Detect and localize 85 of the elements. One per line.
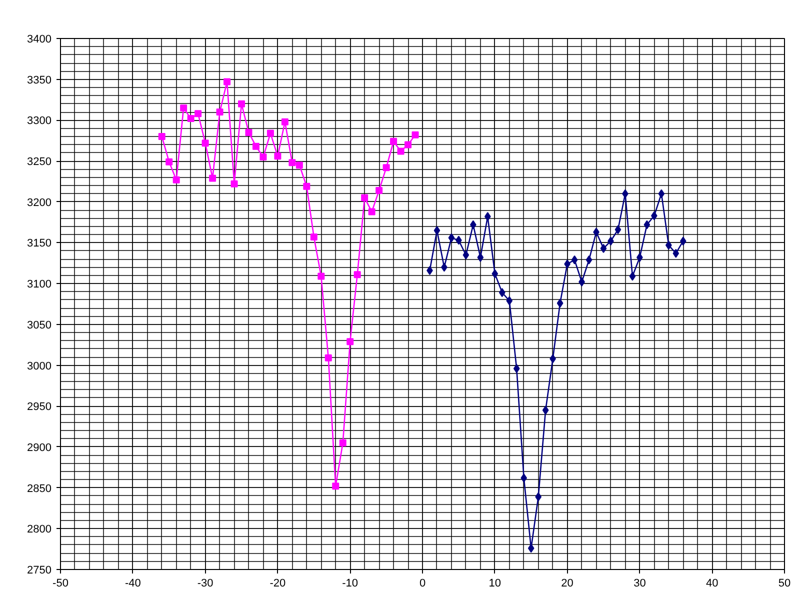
x-tick-label: -30: [197, 578, 214, 590]
point: [245, 128, 252, 136]
point: [665, 240, 672, 250]
point: [216, 108, 224, 116]
x-tick-label: 20: [561, 578, 574, 590]
point: [477, 252, 484, 262]
point: [644, 220, 650, 230]
x-tick-label: -20: [270, 578, 286, 590]
point: [586, 255, 592, 264]
point: [368, 208, 376, 216]
point: [492, 269, 498, 278]
x-tick-label: 0: [419, 578, 426, 590]
point: [397, 148, 404, 155]
point: [172, 176, 180, 184]
y-tick-label: 3250: [27, 156, 52, 168]
point: [658, 189, 665, 198]
point: [158, 133, 166, 140]
point: [571, 255, 578, 264]
point: [535, 492, 542, 502]
point: [376, 186, 383, 194]
point: [498, 288, 506, 298]
point: [556, 298, 564, 308]
point: [629, 272, 636, 281]
point: [260, 153, 267, 160]
point: [252, 142, 260, 150]
y-tick-label: 3350: [27, 74, 52, 86]
point: [484, 212, 491, 222]
y-tick-label: 2750: [27, 564, 52, 576]
point: [202, 140, 209, 147]
point: [600, 244, 607, 253]
y-tick-label: 3400: [27, 34, 52, 46]
point: [324, 354, 332, 362]
point: [296, 162, 303, 169]
x-tick-label: 30: [634, 578, 646, 590]
y-tick-label: 3100: [27, 278, 52, 291]
x-tick-label: 40: [706, 578, 718, 590]
point: [412, 131, 419, 138]
point: [672, 248, 680, 258]
point: [288, 159, 296, 166]
y-tick-label: 3150: [27, 238, 52, 250]
x-tick-label: -40: [124, 578, 141, 590]
point: [354, 271, 361, 278]
point: [187, 115, 194, 122]
y-tick-label: 3300: [27, 115, 52, 128]
y-tick-label: 3000: [27, 360, 52, 372]
y-tick-label: 3200: [27, 196, 52, 209]
point: [513, 364, 520, 374]
point: [448, 233, 455, 242]
point: [332, 482, 340, 490]
point: [390, 138, 398, 145]
y-tick-label: 2900: [27, 442, 52, 454]
point: [274, 152, 282, 160]
x-tick-label: 50: [778, 578, 791, 590]
point: [166, 158, 173, 166]
point: [310, 234, 318, 241]
point: [303, 182, 310, 190]
point: [404, 141, 412, 148]
x-tick-label: -50: [52, 578, 68, 590]
point: [194, 110, 202, 118]
point: [230, 180, 238, 188]
point: [266, 130, 274, 137]
point: [209, 174, 216, 182]
point: [528, 544, 534, 553]
point: [614, 225, 622, 234]
point: [520, 474, 528, 483]
point: [339, 439, 346, 446]
point: [361, 194, 368, 202]
point: [224, 78, 231, 86]
point: [506, 296, 513, 306]
point: [462, 250, 470, 260]
point: [542, 406, 549, 415]
point: [238, 100, 245, 108]
point: [680, 236, 686, 246]
point: [281, 118, 288, 126]
x-tick-label: 10: [488, 578, 502, 590]
point: [180, 104, 188, 112]
point: [346, 338, 354, 346]
y-tick-label: 2850: [27, 482, 52, 495]
x-tick-label: -10: [342, 578, 358, 590]
point: [434, 226, 440, 235]
point: [318, 272, 325, 280]
y-tick-label: 2950: [27, 401, 52, 414]
point: [382, 164, 390, 172]
y-tick-label: 3050: [27, 319, 52, 332]
y-tick-label: 2800: [27, 524, 52, 536]
